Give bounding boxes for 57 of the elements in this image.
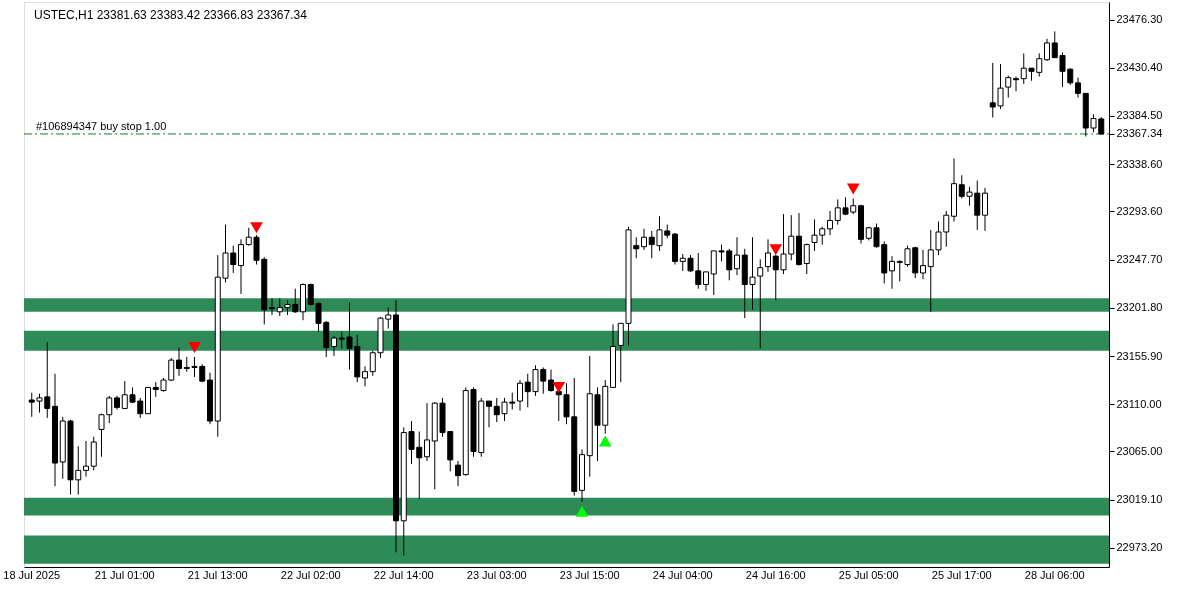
point	[575, 505, 589, 517]
candlestick	[269, 297, 275, 316]
y-tick-label: 23476.30	[1116, 13, 1163, 26]
point	[598, 435, 612, 447]
x-tick-label: 23 Jul 03:00	[466, 568, 527, 581]
candlestick	[889, 255, 895, 290]
point	[188, 342, 201, 353]
candlestick	[803, 243, 810, 275]
x-tick-label: 23 Jul 15:00	[559, 568, 620, 581]
candlestick	[548, 369, 554, 393]
y-tick-label: 23338.60	[1116, 157, 1163, 170]
candlestick	[1044, 38, 1050, 62]
candlestick	[827, 210, 833, 236]
candlestick	[455, 460, 461, 487]
y-tick-label: 23065.00	[1116, 444, 1163, 457]
x-tick-label: 24 Jul 16:00	[745, 568, 806, 581]
y-tick-label: 23430.40	[1116, 61, 1163, 74]
y-tick-label: 23293.60	[1116, 204, 1163, 217]
y-tick-label: 23110.00	[1116, 397, 1162, 410]
candlestick	[331, 335, 337, 357]
candlestick	[765, 238, 771, 273]
y-tick-label: 23247.70	[1116, 253, 1163, 266]
point	[846, 183, 860, 195]
y-tick-label: 23384.50	[1116, 109, 1163, 122]
x-tick-label: 18 Jul 2025	[3, 568, 61, 581]
candlestick	[424, 402, 430, 462]
candlestick	[238, 238, 244, 295]
x-tick-label: 21 Jul 01:00	[94, 568, 155, 581]
candlestick	[1075, 77, 1081, 99]
x-tick-label: 28 Jul 06:00	[1024, 568, 1085, 581]
ref-line-label: #106894347 buy stop 1.00	[36, 119, 167, 132]
x-tick-label: 24 Jul 04:00	[652, 568, 713, 581]
point	[250, 222, 263, 234]
candlestick	[920, 249, 926, 280]
candlestick	[734, 236, 740, 276]
point	[552, 381, 566, 393]
x-tick-label: 25 Jul 05:00	[838, 568, 899, 581]
y-tick-label: 23155.90	[1116, 349, 1163, 362]
x-tick-label: 22 Jul 02:00	[280, 568, 341, 581]
x-tick-label: 21 Jul 13:00	[187, 568, 248, 581]
candlestick	[486, 400, 492, 428]
y-tick-label: 23201.80	[1116, 301, 1163, 314]
y-tick-label: 23019.10	[1116, 493, 1163, 506]
y-tick-label: 23367.34	[1116, 127, 1163, 140]
text: USTEC,H1 23381.63 23383.42 23366.83 23367.34	[34, 8, 308, 22]
y-tick-label: 22973.20	[1116, 541, 1163, 554]
candlestick	[176, 347, 182, 377]
point	[769, 244, 783, 256]
candlestick	[1013, 76, 1019, 92]
candlestick	[83, 440, 89, 478]
candlestick	[703, 271, 709, 292]
candlestick	[982, 187, 988, 232]
candlestick	[641, 228, 647, 251]
x-tick-label: 22 Jul 14:00	[373, 568, 434, 581]
x-tick-label: 25 Jul 17:00	[931, 568, 992, 581]
candlestick	[517, 379, 523, 412]
candlestick	[362, 365, 368, 387]
